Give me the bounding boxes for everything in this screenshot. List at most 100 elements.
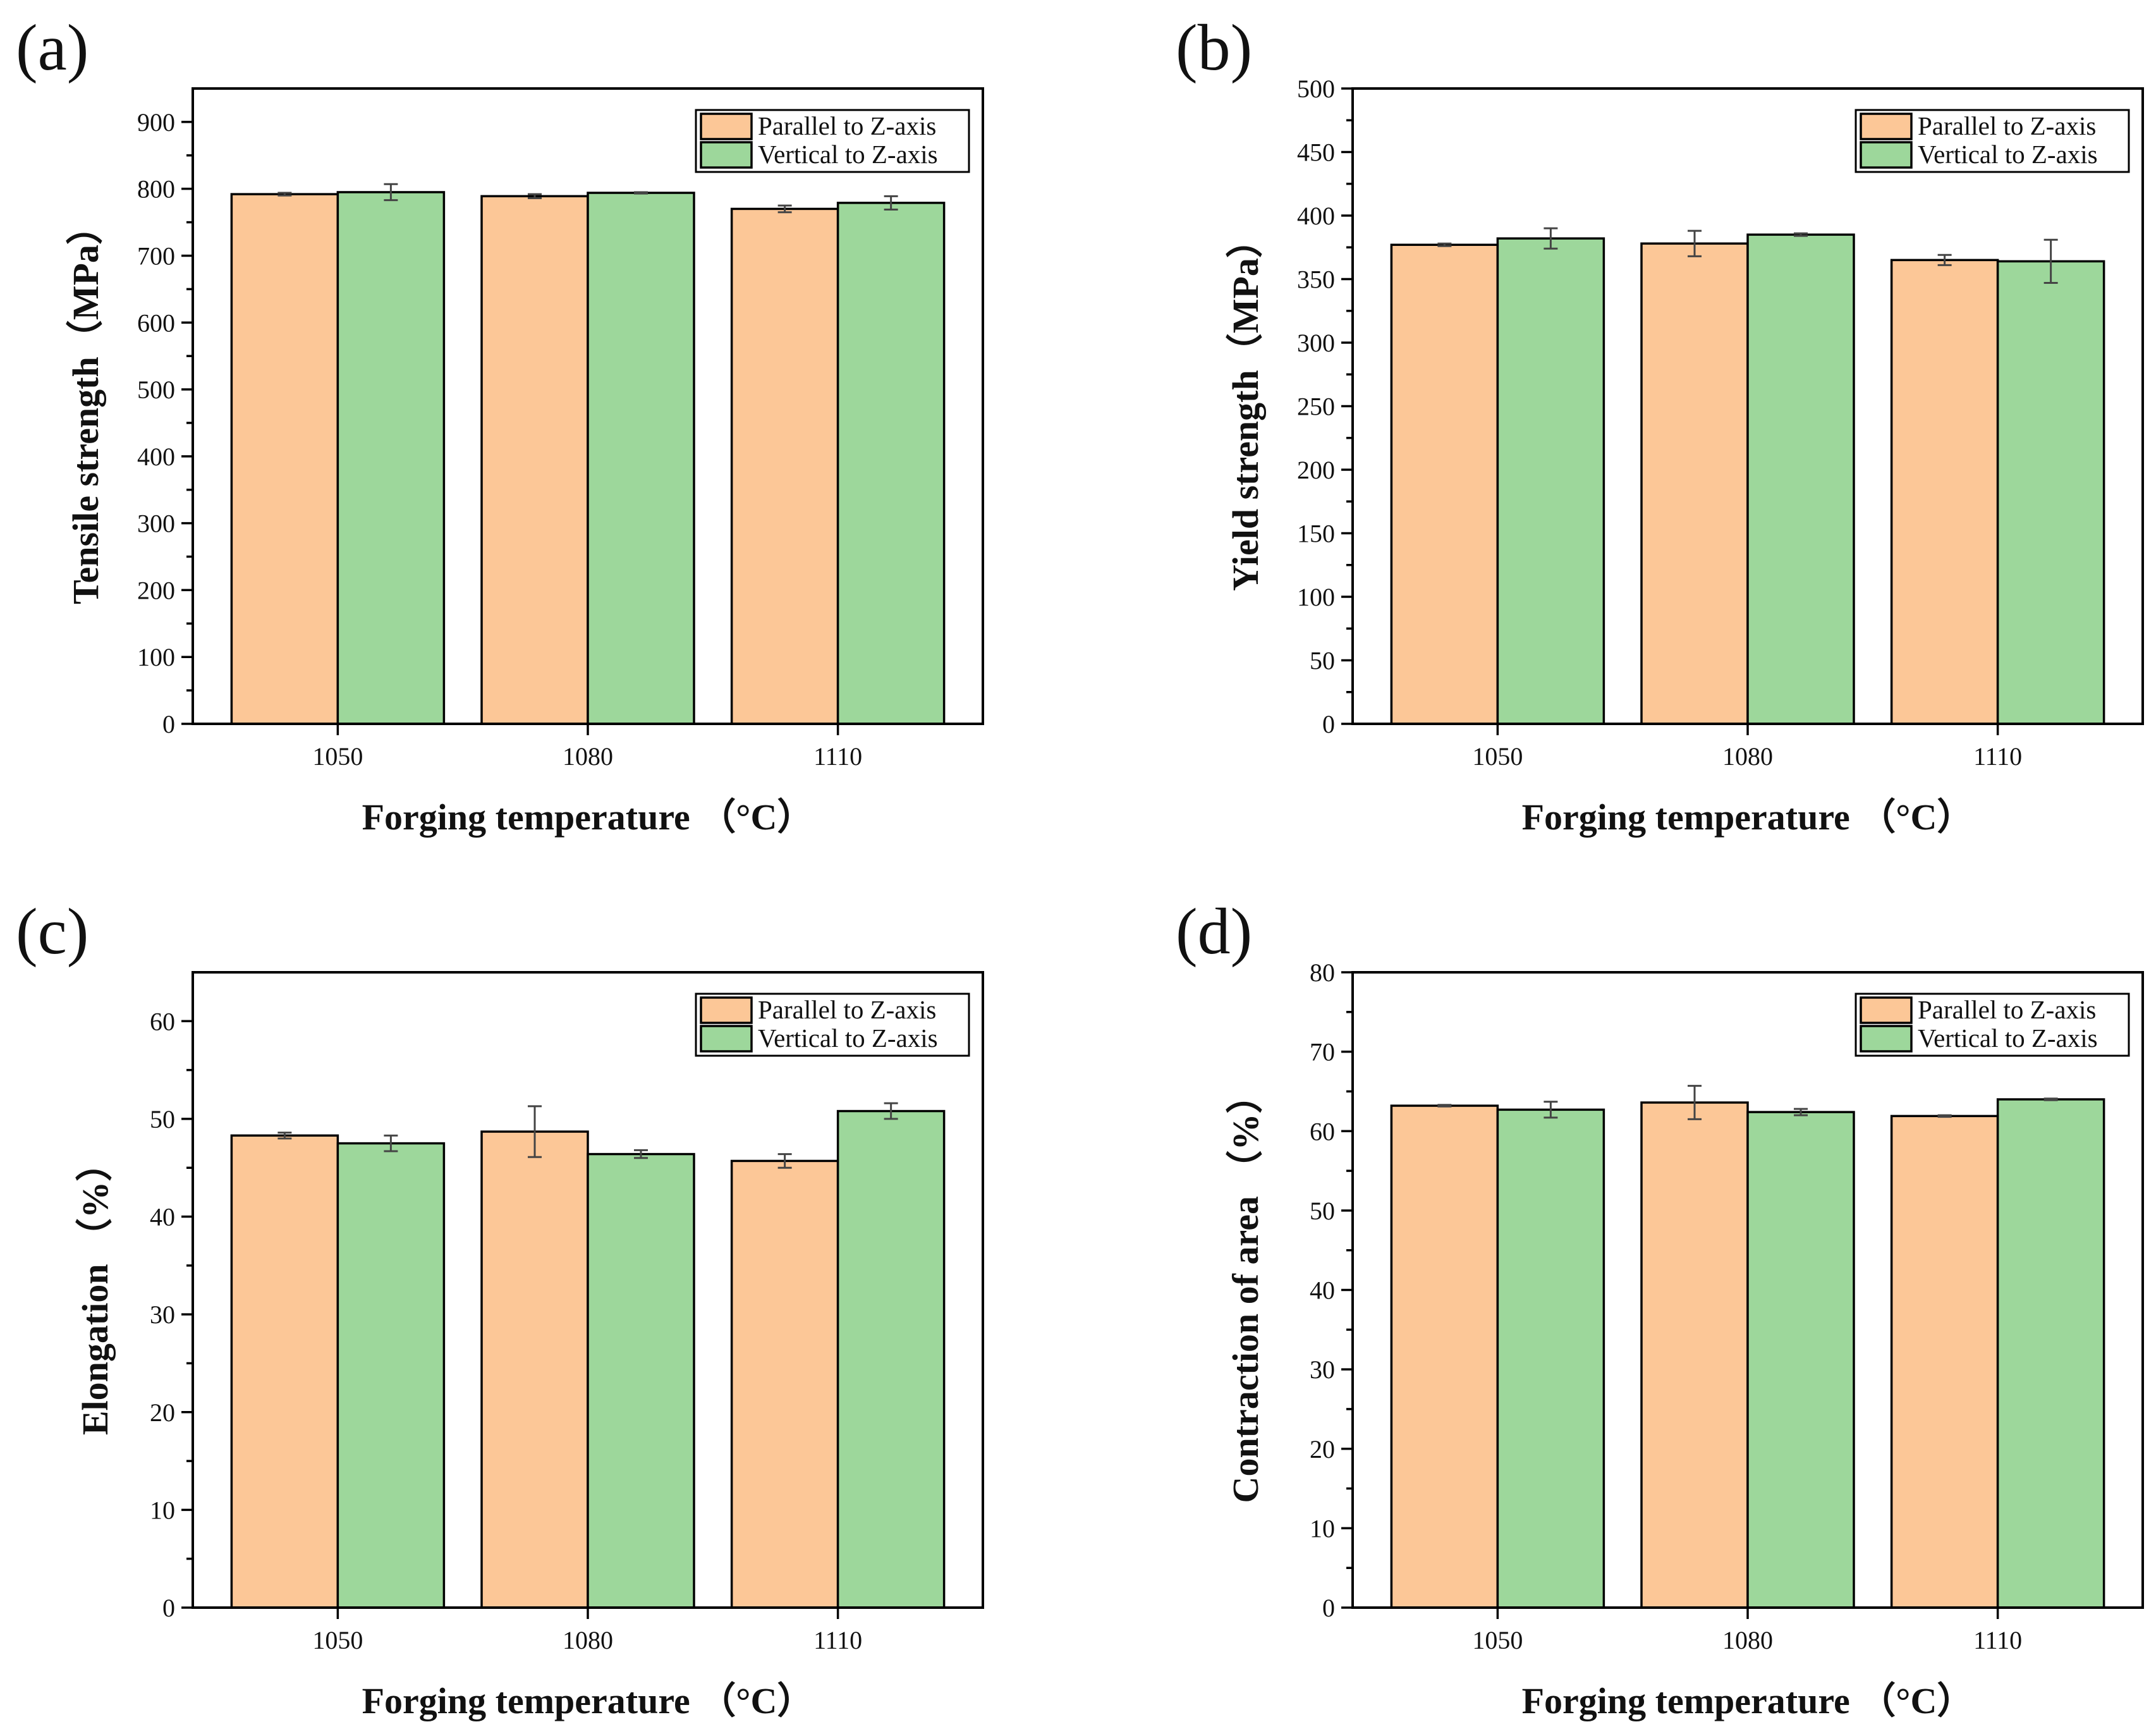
chart-panel-3: (c) 0 10 20 30 40 50 60 1050 1080 1110 Forging temp… xyxy=(16,895,984,1721)
y-tick-label: 20 xyxy=(1310,1435,1335,1463)
y-tick-label: 450 xyxy=(1297,138,1335,167)
y-tick-label: 80 xyxy=(1310,958,1335,987)
bar-vertical-1050 xyxy=(1496,1108,1605,1609)
legend-swatch-parallel xyxy=(1860,113,1913,140)
y-tick-label: 40 xyxy=(1310,1276,1335,1305)
y-tick-label: 250 xyxy=(1297,393,1335,421)
y-tick-label: 300 xyxy=(1297,329,1335,357)
bar-vertical-1110 xyxy=(836,1109,946,1609)
y-tick-label: 0 xyxy=(1322,1594,1335,1622)
panel-label: (c) xyxy=(16,895,88,968)
x-tick-label: 1080 xyxy=(1722,742,1773,771)
panel-label: (a) xyxy=(16,11,88,84)
bar-parallel-1050 xyxy=(1390,243,1499,725)
bar-vertical-1080 xyxy=(1746,233,1855,725)
y-tick-label: 500 xyxy=(1297,75,1335,103)
legend-swatch-vertical xyxy=(700,1025,753,1053)
bar-parallel-1110 xyxy=(1890,259,1999,725)
legend-label: Parallel to Z-axis xyxy=(758,995,936,1024)
chart-panel-1: (a) 0 100 200 300 400 500 600 700 800 900 1050 1080 1… xyxy=(16,11,984,838)
y-tick-label: 60 xyxy=(1310,1117,1335,1146)
x-tick-label: 1110 xyxy=(1973,742,2022,771)
x-tick-label: 1080 xyxy=(563,742,613,771)
bar-vertical-1050 xyxy=(336,1142,446,1609)
legend-swatch-parallel xyxy=(1860,996,1913,1024)
y-tick-label: 10 xyxy=(150,1496,175,1524)
x-axis-title: Forging temperature （°C） xyxy=(362,1680,814,1721)
legend-label: Vertical to Z-axis xyxy=(1918,140,2098,169)
bar-parallel-1080 xyxy=(1640,1101,1749,1609)
y-tick-label: 40 xyxy=(150,1203,175,1231)
y-tick-label: 50 xyxy=(1310,647,1335,675)
legend-label: Vertical to Z-axis xyxy=(758,140,938,169)
y-tick-label: 600 xyxy=(137,309,175,337)
bar-parallel-1050 xyxy=(230,193,339,725)
y-tick-label: 200 xyxy=(137,576,175,604)
x-tick-label: 1050 xyxy=(312,742,363,771)
y-tick-label: 10 xyxy=(1310,1514,1335,1543)
legend-label: Parallel to Z-axis xyxy=(1918,995,2096,1024)
y-tick-label: 400 xyxy=(137,443,175,471)
y-tick-label: 30 xyxy=(1310,1355,1335,1384)
y-tick-label: 30 xyxy=(150,1300,175,1329)
chart-panel-4: (d) 0 10 20 30 40 50 60 70 80 1050 1080 1110 Forging … xyxy=(1176,895,2144,1721)
y-tick-label: 300 xyxy=(137,510,175,538)
bar-parallel-1110 xyxy=(730,1159,839,1609)
legend-swatch-vertical xyxy=(1860,141,1913,169)
x-tick-label: 1050 xyxy=(1472,1626,1523,1654)
y-tick-label: 0 xyxy=(162,710,175,738)
y-tick-label: 0 xyxy=(162,1594,175,1622)
panel-label: (b) xyxy=(1176,11,1252,84)
bar-vertical-1080 xyxy=(587,1152,695,1609)
x-axis-title: Forging temperature （°C） xyxy=(362,797,814,838)
y-tick-label: 60 xyxy=(150,1007,175,1036)
bar-parallel-1080 xyxy=(1640,242,1749,725)
x-tick-label: 1080 xyxy=(563,1626,613,1654)
x-tick-label: 1110 xyxy=(1973,1626,2022,1654)
bar-vertical-1050 xyxy=(336,191,446,725)
legend-swatch-vertical xyxy=(1860,1025,1913,1053)
y-tick-label: 20 xyxy=(150,1398,175,1427)
bar-parallel-1080 xyxy=(480,1130,589,1609)
bar-vertical-1110 xyxy=(836,202,946,725)
bar-vertical-1080 xyxy=(1746,1111,1855,1609)
x-tick-label: 1110 xyxy=(813,742,862,771)
y-tick-label: 100 xyxy=(137,643,175,671)
legend-swatch-vertical xyxy=(700,141,753,169)
x-tick-label: 1110 xyxy=(813,1626,862,1654)
chart-panel-2: (b) 0 50 100 150 200 250 300 350 400 450 500 1050 108… xyxy=(1176,11,2144,838)
x-tick-label: 1050 xyxy=(312,1626,363,1654)
y-tick-label: 50 xyxy=(1310,1197,1335,1225)
y-tick-label: 200 xyxy=(1297,456,1335,484)
legend-swatch-parallel xyxy=(700,113,753,140)
y-tick-label: 50 xyxy=(150,1105,175,1133)
x-tick-label: 1080 xyxy=(1722,1626,1773,1654)
bar-parallel-1080 xyxy=(480,195,589,725)
y-axis-title: Elongation （%） xyxy=(75,1145,116,1435)
y-tick-label: 150 xyxy=(1297,520,1335,548)
y-tick-label: 70 xyxy=(1310,1038,1335,1066)
bar-vertical-1110 xyxy=(1996,260,2105,725)
legend-swatch-parallel xyxy=(700,996,753,1024)
y-tick-label: 800 xyxy=(137,175,175,204)
bar-parallel-1110 xyxy=(1890,1115,1999,1609)
y-axis-title: Contraction of area （%） xyxy=(1225,1077,1266,1503)
y-tick-label: 0 xyxy=(1322,710,1335,738)
y-axis-title: Tensile strength（MPa） xyxy=(65,208,106,604)
y-tick-label: 500 xyxy=(137,376,175,404)
bar-parallel-1110 xyxy=(730,207,839,725)
y-tick-label: 900 xyxy=(137,108,175,137)
x-tick-label: 1050 xyxy=(1472,742,1523,771)
y-axis-title: Yield strength（MPa） xyxy=(1225,221,1266,591)
legend-label: Vertical to Z-axis xyxy=(758,1023,938,1053)
y-tick-label: 700 xyxy=(137,241,175,270)
bar-vertical-1080 xyxy=(587,192,695,725)
panel-label: (d) xyxy=(1176,895,1252,968)
legend-label: Parallel to Z-axis xyxy=(1918,111,2096,140)
x-axis-title: Forging temperature （°C） xyxy=(1522,1680,1974,1721)
